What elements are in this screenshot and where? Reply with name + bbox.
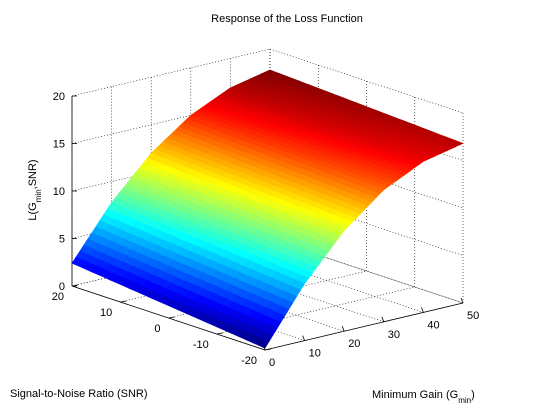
grid-line bbox=[269, 238, 464, 304]
grid-line bbox=[71, 143, 271, 192]
x-tick-mark bbox=[302, 335, 305, 341]
y-tick-mark bbox=[168, 316, 175, 319]
x-tick-mark bbox=[262, 344, 266, 351]
x-tick-mark bbox=[381, 316, 385, 322]
y-tick-label: 0 bbox=[154, 323, 160, 335]
grid-line bbox=[71, 238, 271, 287]
z-axis-label: L(Gmin,SNR) bbox=[27, 159, 43, 220]
z-tick-label: 5 bbox=[59, 234, 65, 246]
z-tick-label: 15 bbox=[53, 139, 65, 151]
grid-line bbox=[230, 248, 424, 313]
grid-line bbox=[190, 257, 384, 323]
x-axis-line bbox=[264, 302, 464, 351]
z-tick-label: 20 bbox=[53, 91, 65, 103]
x-tick-label: 0 bbox=[269, 357, 275, 369]
y-axis-label: Signal-to-Noise Ratio (SNR) bbox=[10, 388, 148, 400]
x-tick-label: 30 bbox=[388, 329, 400, 341]
chart-title: Response of the Loss Function bbox=[211, 13, 363, 25]
y-tick-mark bbox=[264, 348, 272, 351]
grid-line bbox=[269, 48, 464, 114]
y-tick-mark bbox=[216, 332, 223, 335]
z-tick-label: 0 bbox=[59, 281, 65, 293]
y-tick-label: -20 bbox=[241, 355, 257, 367]
y-tick-mark bbox=[120, 300, 127, 303]
y-tick-label: -10 bbox=[193, 339, 209, 351]
grid-line bbox=[71, 96, 271, 144]
z-tick-label: 10 bbox=[53, 186, 65, 198]
y-tick-mark bbox=[71, 284, 79, 287]
x-tick-label: 40 bbox=[427, 319, 439, 331]
grid-line bbox=[71, 48, 271, 97]
grid-line bbox=[151, 266, 345, 332]
y-tick-label: 20 bbox=[52, 291, 64, 303]
x-tick-label: 20 bbox=[348, 338, 360, 350]
x-tick-mark bbox=[341, 326, 345, 332]
x-tick-mark bbox=[460, 297, 464, 304]
x-axis-label: Minimum Gain (Gmin) bbox=[372, 389, 475, 405]
x-tick-mark bbox=[421, 307, 424, 313]
surface-plot bbox=[71, 69, 464, 349]
x-tick-label: 50 bbox=[467, 310, 479, 322]
x-tick-label: 10 bbox=[309, 348, 321, 360]
surface-patch bbox=[254, 337, 270, 349]
y-tick-label: 10 bbox=[100, 307, 112, 319]
